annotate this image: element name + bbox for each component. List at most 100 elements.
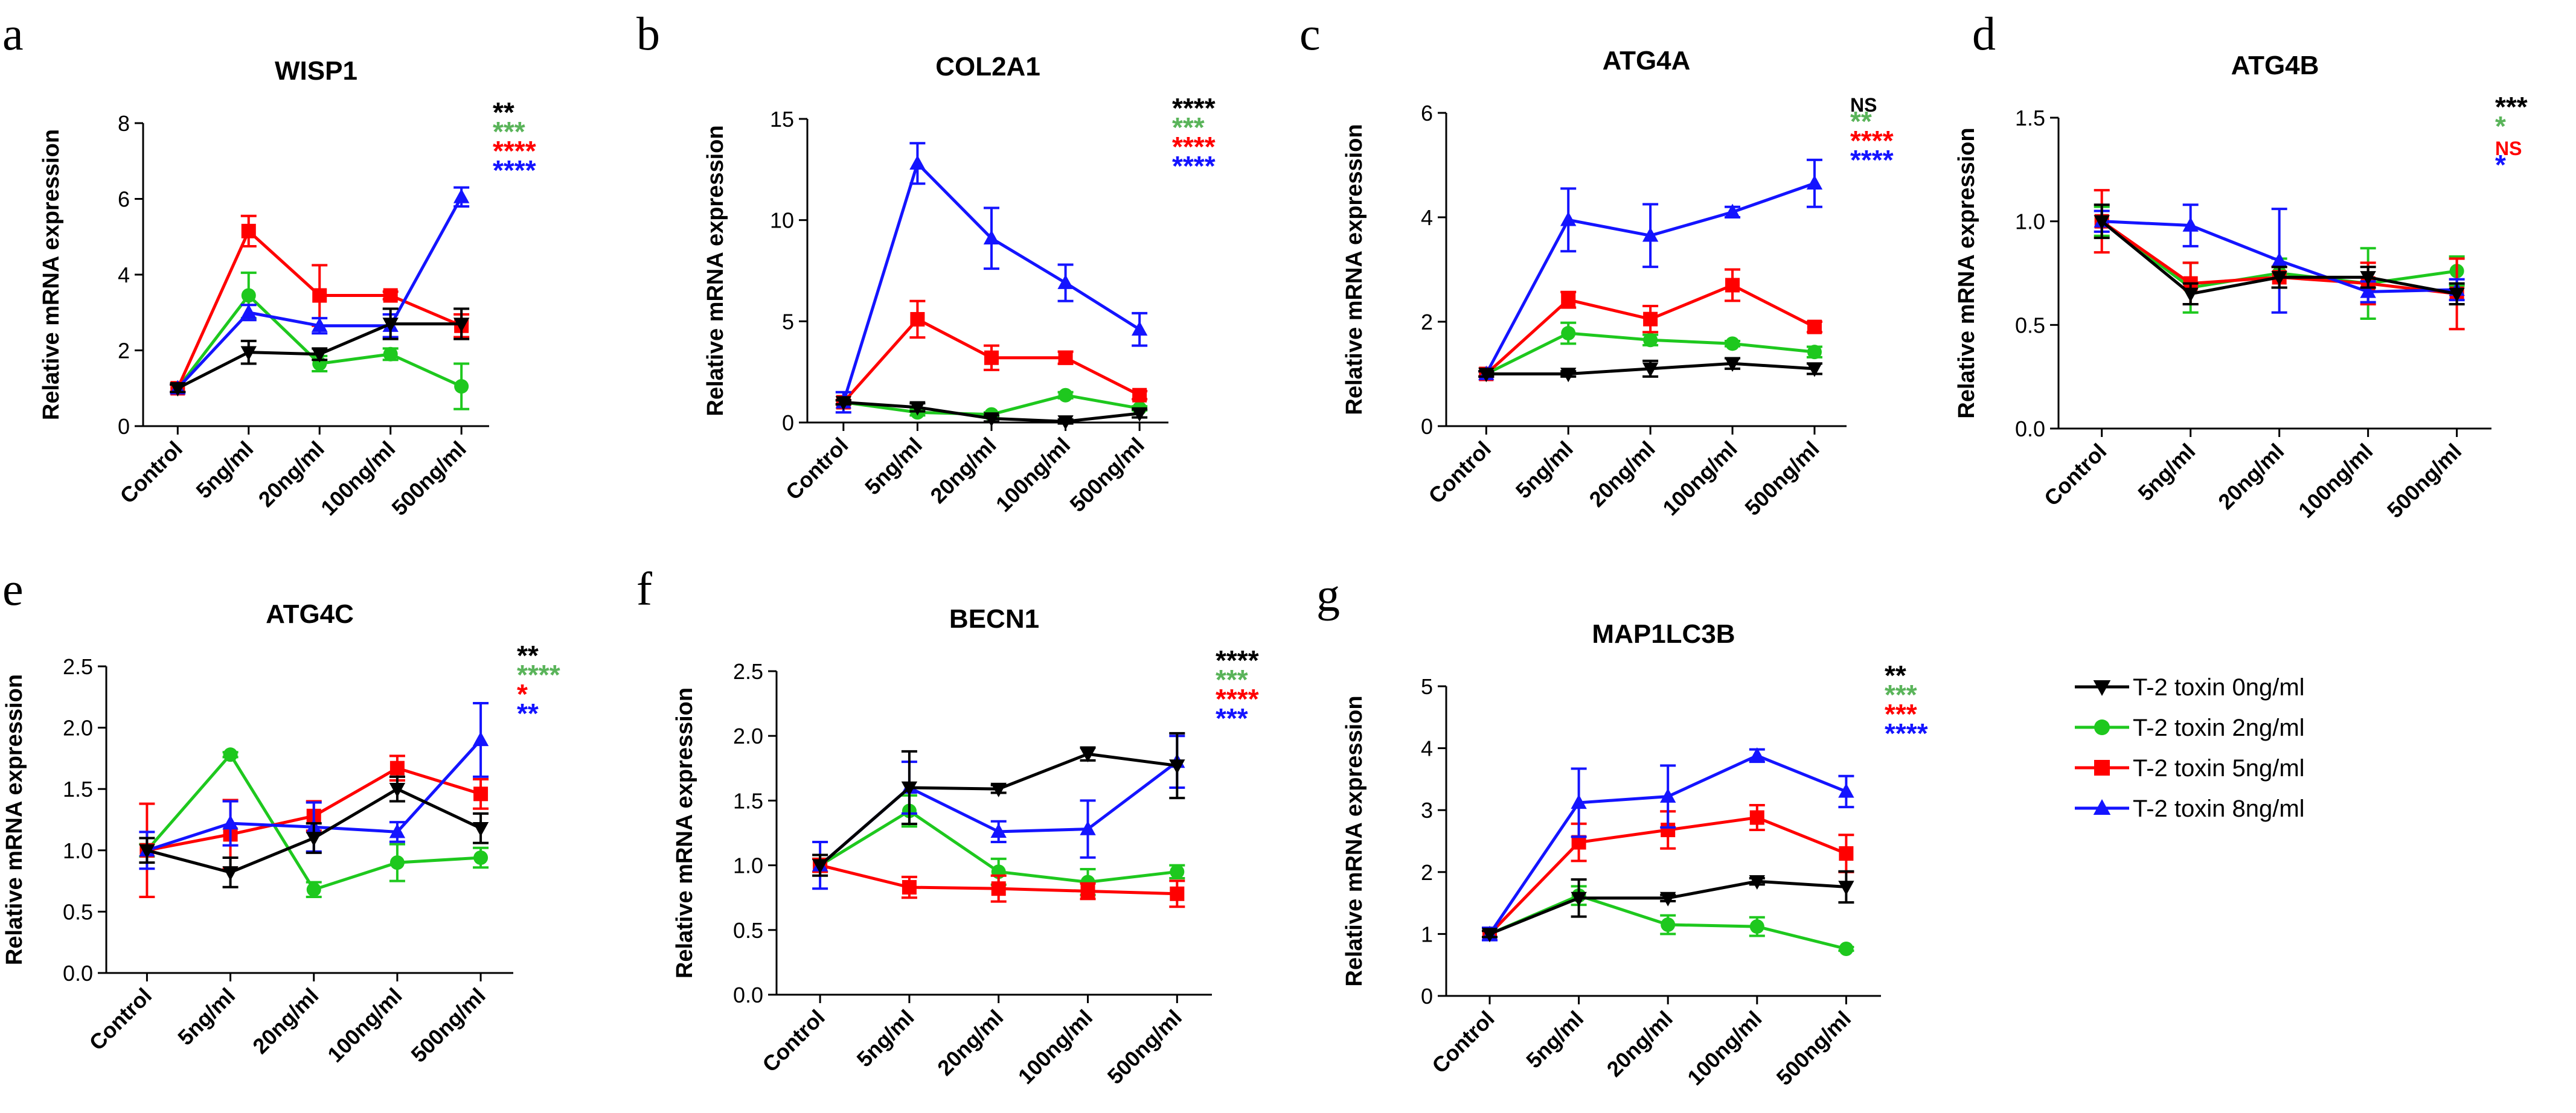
x-tick-label: 100ng/ml bbox=[322, 983, 406, 1067]
significance-marker: **** bbox=[1172, 92, 1216, 124]
data-point bbox=[312, 317, 328, 332]
data-point bbox=[909, 401, 926, 416]
data-point bbox=[910, 311, 925, 327]
y-tick-label: 6 bbox=[118, 187, 130, 212]
x-tick-label: Control bbox=[85, 983, 156, 1055]
x-tick-label: 5ng/ml bbox=[173, 983, 240, 1050]
data-point bbox=[1806, 174, 1823, 190]
data-point bbox=[389, 761, 405, 776]
panel-letter: g bbox=[1316, 569, 1340, 621]
legend-swatch-marker bbox=[2093, 799, 2111, 815]
y-tick-label: 0 bbox=[782, 410, 794, 435]
y-tick-label: 0 bbox=[118, 414, 130, 439]
significance-marker: *** bbox=[1885, 698, 1917, 730]
data-point bbox=[2094, 215, 2110, 230]
data-point bbox=[1839, 942, 1854, 957]
data-point bbox=[472, 822, 489, 837]
chart-title: ATG4A bbox=[1603, 46, 1691, 75]
series-t-2-toxin-0ng-ml bbox=[1478, 357, 1823, 383]
data-point bbox=[1661, 917, 1676, 933]
x-tick-label: 20ng/ml bbox=[925, 433, 1001, 508]
y-tick-label: 0.5 bbox=[2015, 313, 2045, 337]
data-point bbox=[1749, 747, 1765, 762]
y-axis-label: Relative mRNA expression bbox=[672, 687, 697, 978]
data-point bbox=[1080, 820, 1096, 835]
x-tick-label: 20ng/ml bbox=[1602, 1006, 1677, 1082]
data-point bbox=[1478, 368, 1495, 383]
data-point bbox=[2360, 283, 2376, 298]
significance-marker: **** bbox=[1850, 144, 1894, 176]
data-point bbox=[1642, 362, 1659, 377]
x-tick-label: 5ng/ml bbox=[860, 433, 927, 500]
data-point bbox=[984, 350, 999, 365]
data-point bbox=[1561, 326, 1576, 341]
x-tick-label: 20ng/ml bbox=[1584, 436, 1660, 512]
legend-item: T-2 toxin 2ng/ml bbox=[2075, 715, 2305, 741]
data-point bbox=[2360, 271, 2376, 286]
series-line bbox=[819, 752, 1177, 867]
data-point bbox=[222, 866, 239, 881]
significance-marker: * bbox=[2495, 110, 2506, 142]
panel-letter: e bbox=[2, 563, 24, 615]
x-tick-label: Control bbox=[1427, 1006, 1499, 1078]
chart-panel-d: d ATG4B Relative mRNA expression 0.0 0.5 1.0 1… bbox=[1954, 7, 2528, 523]
data-point bbox=[306, 832, 322, 847]
data-point bbox=[1660, 891, 1676, 907]
y-axis-label: Relative mRNA expression bbox=[1342, 124, 1367, 415]
data-point bbox=[1057, 274, 1074, 289]
x-tick-label: 500ng/ml bbox=[1740, 436, 1824, 520]
y-tick-label: 2 bbox=[1421, 860, 1433, 885]
legend-item: T-2 toxin 0ng/ml bbox=[2075, 674, 2305, 701]
series-t-2-toxin-0ng-ml bbox=[835, 396, 1148, 430]
data-point bbox=[1749, 875, 1765, 890]
y-tick-label: 2.5 bbox=[733, 659, 763, 684]
data-point bbox=[835, 396, 851, 411]
y-tick-label: 1.0 bbox=[733, 853, 763, 878]
x-tick-label: Control bbox=[2039, 439, 2111, 511]
x-tick-label: 20ng/ml bbox=[932, 1005, 1008, 1080]
data-point bbox=[1724, 357, 1741, 372]
legend-label: T-2 toxin 5ng/ml bbox=[2133, 755, 2305, 782]
data-point bbox=[1807, 345, 1822, 360]
series-t-2-toxin-0ng-ml bbox=[170, 307, 470, 397]
chart-panel-e: e ATG4C Relative mRNA expression 0.0 0.5 1.0 1… bbox=[2, 563, 560, 1067]
y-tick-label: 0.5 bbox=[63, 899, 93, 924]
data-point bbox=[1481, 928, 1498, 943]
data-point bbox=[453, 317, 470, 333]
y-tick-label: 4 bbox=[1421, 736, 1433, 761]
data-point bbox=[223, 747, 238, 762]
significance-marker: *** bbox=[493, 116, 525, 147]
chart-title: ATG4B bbox=[2231, 51, 2319, 80]
significance-marker: NS bbox=[2495, 138, 2522, 159]
x-tick-label: 5ng/ml bbox=[1511, 436, 1578, 503]
x-tick-label: 500ng/ml bbox=[1772, 1006, 1856, 1090]
significance-marker: ** bbox=[517, 640, 539, 671]
x-tick-label: 5ng/ml bbox=[1521, 1006, 1588, 1073]
chart-panels: a WISP1 Relative mRNA expression 0 2 4 6 8 Contr… bbox=[2, 7, 2528, 1090]
data-point bbox=[222, 815, 239, 830]
series-t-2-toxin-8ng-ml bbox=[1478, 158, 1823, 380]
data-point bbox=[1571, 794, 1587, 809]
data-point bbox=[240, 304, 257, 319]
y-tick-label: 4 bbox=[1421, 205, 1433, 230]
significance-marker: *** bbox=[1885, 679, 1917, 710]
data-point bbox=[1838, 881, 1854, 896]
y-axis-label: Relative mRNA expression bbox=[2, 674, 27, 965]
y-tick-label: 15 bbox=[770, 107, 794, 132]
x-tick-label: Control bbox=[757, 1005, 829, 1077]
y-tick-label: 2.0 bbox=[63, 716, 93, 741]
data-point bbox=[389, 783, 406, 797]
legend-swatch-marker bbox=[2094, 760, 2110, 776]
data-point bbox=[306, 882, 321, 897]
x-tick-label: 500ng/ml bbox=[1065, 433, 1149, 517]
chart-panel-c: c ATG4A Relative mRNA expression 0 2 4 6 Contro… bbox=[1299, 7, 1894, 520]
significance-marker: ** bbox=[1885, 660, 1906, 691]
chart-title: WISP1 bbox=[275, 56, 357, 86]
x-tick-label: Control bbox=[781, 433, 853, 505]
data-point bbox=[312, 288, 327, 303]
significance-marker: NS bbox=[1850, 94, 1877, 116]
data-point bbox=[812, 859, 828, 874]
y-tick-label: 1.5 bbox=[2015, 106, 2045, 130]
series-line bbox=[819, 761, 1178, 867]
x-tick-label: 100ng/ml bbox=[316, 436, 400, 520]
